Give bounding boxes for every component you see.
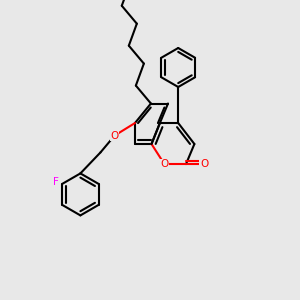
- Text: O: O: [200, 159, 208, 169]
- Text: O: O: [160, 159, 169, 169]
- Text: O: O: [110, 130, 119, 141]
- Text: F: F: [53, 177, 59, 188]
